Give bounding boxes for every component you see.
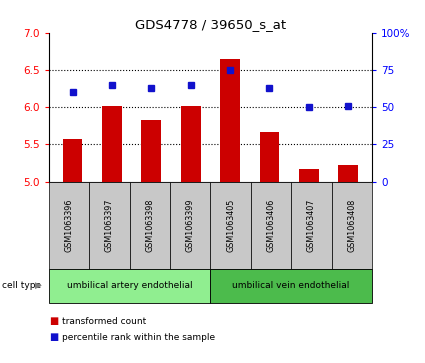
Bar bbox=[299, 169, 319, 182]
Bar bbox=[170, 182, 210, 269]
Bar bbox=[260, 132, 279, 182]
Bar bbox=[181, 106, 201, 182]
Bar bbox=[49, 269, 210, 303]
Bar bbox=[62, 139, 82, 182]
Text: GSM1063397: GSM1063397 bbox=[105, 198, 114, 252]
Title: GDS4778 / 39650_s_at: GDS4778 / 39650_s_at bbox=[135, 19, 286, 32]
Text: GSM1063405: GSM1063405 bbox=[226, 198, 235, 252]
Text: GSM1063396: GSM1063396 bbox=[65, 198, 74, 252]
Bar bbox=[142, 121, 161, 182]
Text: ▶: ▶ bbox=[35, 281, 42, 290]
Bar bbox=[89, 182, 130, 269]
Text: GSM1063408: GSM1063408 bbox=[347, 199, 356, 252]
Bar bbox=[210, 182, 251, 269]
Text: percentile rank within the sample: percentile rank within the sample bbox=[62, 333, 215, 342]
Bar bbox=[49, 182, 89, 269]
Bar bbox=[210, 269, 372, 303]
Bar bbox=[220, 59, 240, 182]
Bar bbox=[130, 182, 170, 269]
Text: GSM1063406: GSM1063406 bbox=[266, 199, 275, 252]
Text: ■: ■ bbox=[49, 333, 58, 342]
Bar bbox=[338, 165, 358, 182]
Text: umbilical vein endothelial: umbilical vein endothelial bbox=[232, 281, 350, 290]
Text: cell type: cell type bbox=[2, 281, 41, 290]
Bar bbox=[102, 106, 122, 182]
Text: ■: ■ bbox=[49, 317, 58, 326]
Text: GSM1063399: GSM1063399 bbox=[186, 198, 195, 252]
Bar bbox=[251, 182, 291, 269]
Text: GSM1063407: GSM1063407 bbox=[307, 198, 316, 252]
Text: umbilical artery endothelial: umbilical artery endothelial bbox=[67, 281, 193, 290]
Text: transformed count: transformed count bbox=[62, 317, 146, 326]
Bar bbox=[332, 182, 372, 269]
Text: GSM1063398: GSM1063398 bbox=[145, 198, 154, 252]
Bar bbox=[291, 182, 332, 269]
